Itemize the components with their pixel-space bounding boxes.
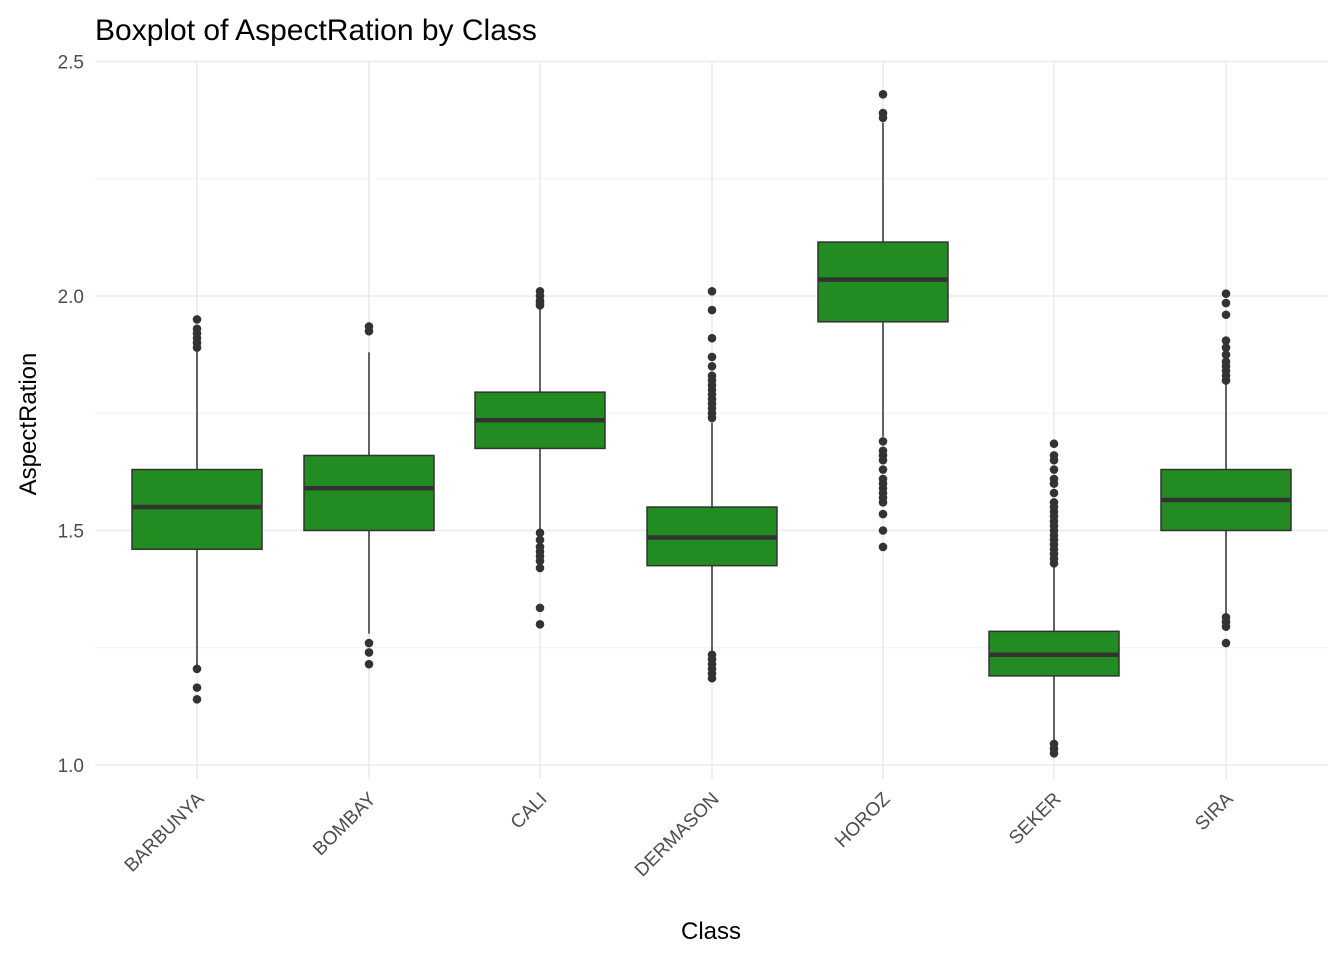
y-tick-label: 2.5 — [58, 53, 84, 74]
x-tick-label: HOROZ — [831, 788, 895, 852]
outlier-point — [535, 563, 545, 573]
outlier-point — [364, 638, 374, 648]
outlier-point — [535, 603, 545, 613]
outlier-point — [707, 333, 717, 343]
outlier-point — [535, 301, 545, 310]
outlier-point — [878, 509, 888, 519]
y-tick-label: 2.0 — [58, 287, 84, 308]
outlier-point — [1049, 455, 1059, 465]
outlier-point — [1221, 638, 1231, 648]
box-dermason — [646, 287, 778, 683]
x-tick-label: SEKER — [1005, 789, 1065, 849]
outlier-point — [878, 498, 888, 507]
y-axis-title: AspectRation — [15, 353, 42, 496]
y-tick-label: 1.0 — [58, 756, 84, 777]
outlier-point — [707, 362, 717, 371]
outlier-point — [878, 465, 888, 474]
outlier-point — [1049, 439, 1059, 449]
outlier-point — [707, 673, 717, 683]
y-axis: 1.0 1.5 2.0 2.5 — [58, 53, 84, 778]
outlier-point — [878, 113, 888, 123]
outlier-point — [1221, 336, 1231, 345]
outlier-point — [707, 413, 717, 423]
outlier-point — [535, 620, 545, 629]
outlier-point — [535, 556, 545, 566]
outlier-point — [535, 528, 545, 538]
outlier-point — [1221, 350, 1231, 359]
outlier-point — [1221, 298, 1231, 308]
box-sira — [1160, 289, 1292, 648]
box-series — [131, 90, 1292, 758]
outlier-point — [707, 305, 717, 315]
outlier-point — [1049, 465, 1059, 474]
outlier-point — [707, 287, 717, 296]
outlier-point — [192, 695, 202, 704]
outlier-point — [192, 683, 202, 692]
x-axis-title: Class — [681, 918, 741, 945]
outlier-point — [878, 526, 888, 535]
x-tick-label: BARBUNYA — [121, 788, 209, 876]
outlier-point — [364, 659, 374, 669]
x-tick-label: BOMBAY — [309, 788, 381, 860]
outlier-point — [1221, 289, 1231, 298]
iqr-box — [131, 468, 263, 551]
outlier-point — [878, 90, 888, 99]
x-axis: BARBUNYA BOMBAY CALI DERMASON HOROZ SEKER SIRA — [121, 788, 1238, 881]
outlier-point — [1221, 376, 1231, 385]
outlier-point — [1049, 559, 1059, 568]
x-tick-label: DERMASON — [631, 789, 723, 881]
outlier-point — [535, 535, 545, 545]
outlier-point — [878, 437, 888, 446]
outlier-point — [1049, 479, 1059, 488]
outlier-point — [878, 455, 888, 465]
y-tick-label: 1.5 — [58, 522, 84, 543]
x-tick-label: CALI — [507, 789, 552, 834]
outlier-point — [192, 315, 202, 324]
x-tick-label: SIRA — [1191, 788, 1237, 834]
iqr-box — [817, 241, 949, 323]
outlier-point — [1221, 622, 1231, 631]
outlier-point — [192, 343, 202, 352]
outlier-point — [878, 542, 888, 552]
chart-title: Boxplot of AspectRation by Class — [95, 14, 537, 47]
outlier-point — [1049, 488, 1059, 498]
box-barbunya — [131, 315, 263, 704]
outlier-point — [364, 326, 374, 336]
box-seker — [988, 439, 1120, 758]
iqr-box — [303, 454, 435, 532]
outlier-point — [707, 352, 717, 362]
outlier-point — [192, 664, 202, 674]
outlier-point — [1049, 748, 1059, 758]
box-horoz — [817, 90, 949, 552]
outlier-point — [1221, 343, 1231, 352]
box-bombay — [303, 322, 435, 669]
outlier-point — [1221, 310, 1231, 320]
outlier-point — [364, 648, 374, 657]
box-cali — [474, 287, 606, 629]
